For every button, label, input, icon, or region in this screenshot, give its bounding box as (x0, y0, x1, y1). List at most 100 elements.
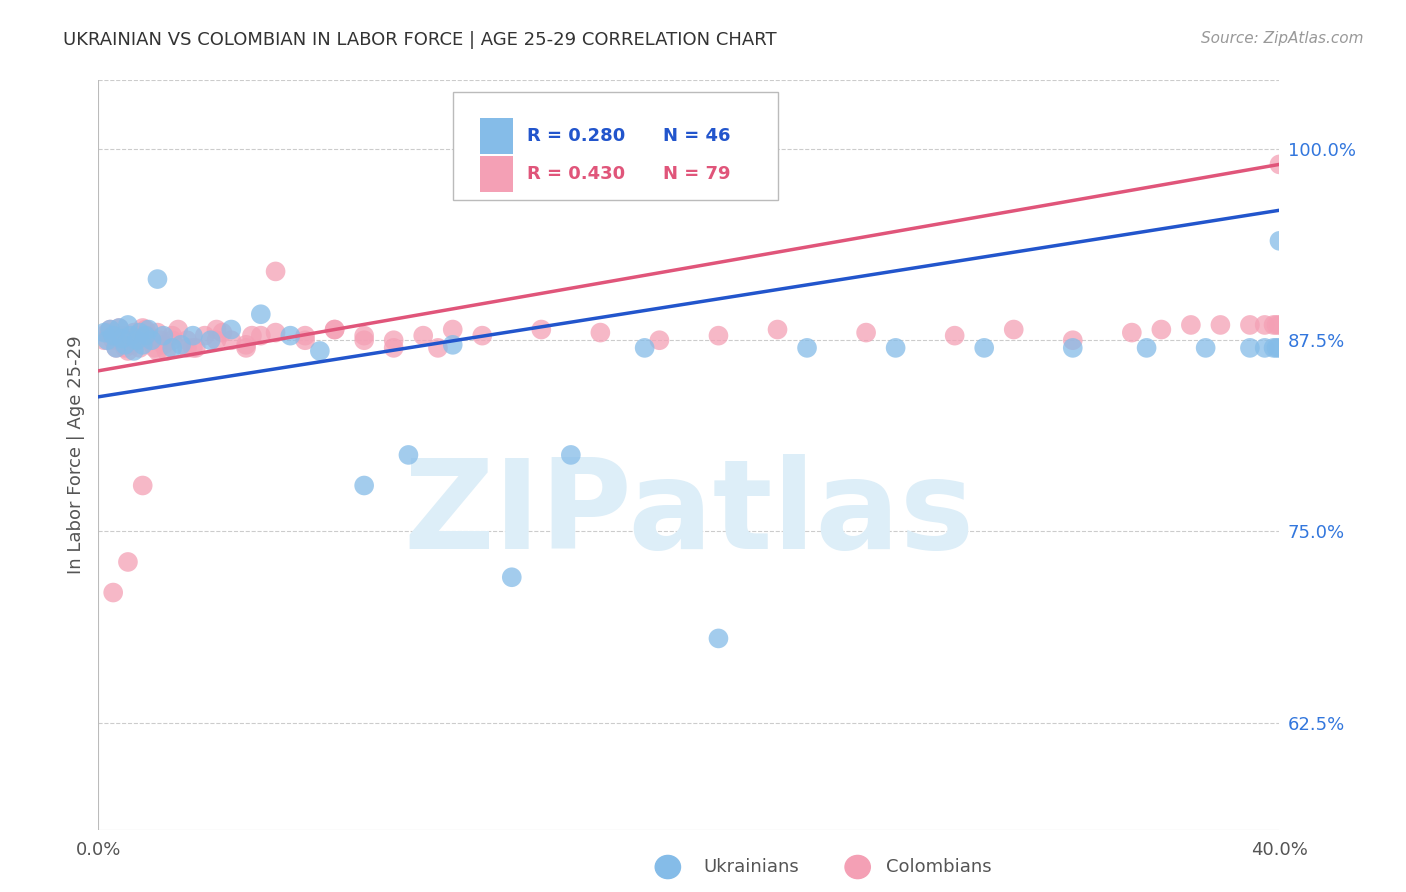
Point (155, 343, 177, 358)
Point (122, 326, 145, 340)
Point (162, 333, 183, 347)
Point (152, 328, 174, 343)
Point (103, 333, 125, 347)
Point (589, 326, 612, 340)
Point (884, 341, 907, 355)
Point (103, 328, 125, 343)
Point (1254, 318, 1277, 332)
Text: R = 0.280: R = 0.280 (527, 128, 626, 145)
Point (264, 326, 287, 340)
Point (170, 338, 193, 352)
Point (122, 343, 145, 358)
Point (132, 321, 155, 335)
Text: Ukrainians: Ukrainians (703, 858, 799, 876)
Point (796, 341, 818, 355)
Point (114, 341, 136, 355)
Point (441, 322, 464, 336)
Point (707, 632, 730, 646)
Point (294, 328, 316, 343)
Text: Colombians: Colombians (886, 858, 991, 876)
Point (1062, 333, 1084, 347)
Point (181, 328, 204, 343)
Point (1265, 318, 1288, 332)
Point (176, 341, 198, 355)
Point (382, 341, 405, 355)
Point (146, 272, 169, 286)
Point (634, 341, 657, 355)
Point (117, 343, 139, 358)
Bar (479, 156, 513, 192)
Point (1239, 341, 1261, 355)
Point (108, 321, 131, 335)
Point (471, 328, 494, 343)
Point (1136, 341, 1159, 355)
Point (135, 322, 157, 336)
Point (1268, 157, 1291, 171)
Point (648, 333, 671, 347)
Point (114, 338, 136, 352)
Point (1268, 318, 1291, 332)
Text: N = 46: N = 46 (664, 128, 731, 145)
Point (1263, 341, 1285, 355)
Point (120, 328, 142, 343)
Point (353, 333, 375, 347)
Point (122, 333, 145, 347)
Point (530, 322, 553, 336)
Point (943, 328, 966, 343)
Point (205, 333, 228, 347)
FancyBboxPatch shape (453, 92, 778, 200)
Point (105, 341, 128, 355)
Point (111, 332, 134, 346)
Point (221, 322, 243, 336)
Point (149, 333, 172, 347)
Point (143, 341, 166, 355)
Point (309, 343, 332, 358)
Point (323, 322, 346, 336)
Point (205, 322, 228, 336)
Point (152, 338, 174, 352)
Point (235, 341, 257, 355)
Text: Source: ZipAtlas.com: Source: ZipAtlas.com (1201, 31, 1364, 46)
Point (280, 328, 302, 343)
Point (138, 322, 160, 336)
Point (240, 328, 263, 343)
Point (250, 328, 273, 343)
Point (103, 585, 125, 599)
Point (128, 326, 150, 340)
Point (1239, 318, 1261, 332)
Point (108, 333, 131, 347)
Point (162, 328, 183, 343)
Point (1263, 318, 1285, 332)
Point (1254, 341, 1277, 355)
Point (135, 328, 157, 343)
Point (141, 333, 163, 347)
Point (501, 570, 523, 584)
Point (353, 328, 375, 343)
Point (181, 341, 204, 355)
Point (250, 307, 273, 321)
Point (1195, 341, 1218, 355)
Point (1268, 341, 1291, 355)
Point (194, 328, 217, 343)
Point (200, 333, 222, 347)
Text: UKRAINIAN VS COLOMBIAN IN LABOR FORCE | AGE 25-29 CORRELATION CHART: UKRAINIAN VS COLOMBIAN IN LABOR FORCE | … (63, 31, 778, 49)
Point (1180, 318, 1202, 332)
Point (108, 321, 131, 335)
Point (162, 341, 183, 355)
Point (398, 448, 420, 462)
Point (1150, 322, 1173, 336)
Point (264, 264, 287, 278)
Point (141, 333, 163, 347)
Point (441, 338, 464, 352)
Point (96, 333, 118, 347)
Point (120, 338, 142, 352)
Point (184, 341, 207, 355)
Point (105, 341, 128, 355)
Point (132, 478, 155, 492)
Point (114, 333, 136, 347)
Point (167, 322, 190, 336)
Point (1002, 322, 1025, 336)
Text: R = 0.430: R = 0.430 (527, 165, 626, 183)
Point (146, 326, 169, 340)
Point (98, 322, 121, 336)
